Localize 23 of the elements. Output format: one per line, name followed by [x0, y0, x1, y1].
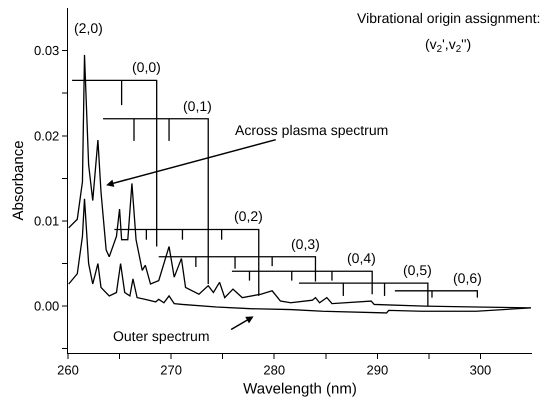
annotation: (0,6) — [453, 270, 482, 286]
annotation: Outer spectrum — [113, 328, 210, 344]
y-tick-label: 0.01 — [34, 214, 60, 229]
y-tick-label: 0.00 — [34, 298, 60, 314]
x-tick-label: 300 — [470, 362, 492, 378]
x-tick-label: 280 — [263, 362, 286, 378]
annotation: Across plasma spectrum — [235, 122, 388, 138]
x-axis-title: Wavelength (nm) — [243, 380, 357, 398]
annotation: (0,0) — [132, 59, 161, 75]
annotation: (0,3) — [291, 236, 320, 252]
annotation: Vibrational origin assignment: — [357, 10, 540, 26]
y-tick-label: 0.02 — [34, 128, 60, 144]
annotation: (0,4) — [347, 250, 376, 266]
annotation: (v$_{2}$',v$_{2}$'') — [425, 36, 472, 55]
annotation: (0,1) — [183, 98, 212, 114]
annotation: (0,2) — [234, 208, 263, 224]
y-tick-label: 0.03 — [34, 43, 60, 58]
y-axis-title: Absorbance — [10, 140, 28, 221]
x-tick-label: 260 — [57, 362, 79, 378]
x-tick-label: 290 — [366, 362, 388, 378]
annotation: (2,0) — [74, 20, 103, 36]
x-tick-label: 270 — [160, 362, 182, 378]
annotation: (0,5) — [403, 262, 432, 278]
